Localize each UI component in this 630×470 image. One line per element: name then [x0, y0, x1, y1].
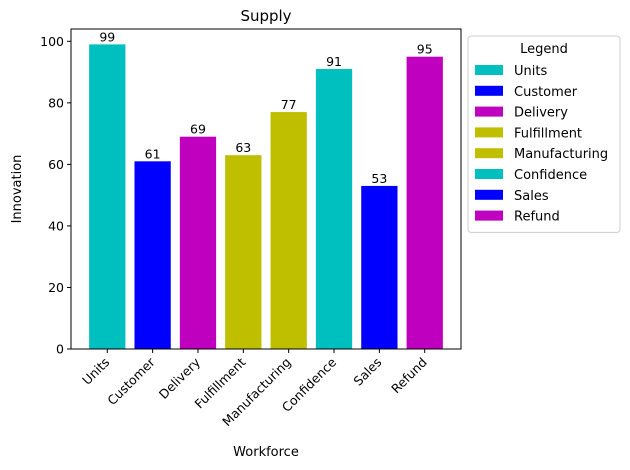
x-tick-label: Customer	[104, 354, 158, 408]
y-tick-label: 0	[56, 342, 64, 357]
legend-swatch	[475, 65, 503, 75]
legend-box	[467, 35, 621, 233]
legend: Legend Units Customer Delivery Fulfillment M…	[467, 35, 621, 233]
legend-item: Confidence	[475, 168, 587, 183]
legend-swatch	[475, 106, 503, 117]
x-tick-label: Refund	[388, 355, 430, 397]
legend-item: Units	[475, 64, 547, 79]
legend-label: Fulfillment	[514, 126, 582, 141]
y-axis-label: Innovation	[10, 155, 25, 224]
bar	[134, 161, 171, 349]
legend-label: Sales	[514, 189, 549, 204]
y-tick-label: 60	[48, 157, 64, 172]
bar-value-label: 95	[417, 42, 433, 57]
x-axis-label: Workforce	[233, 445, 299, 460]
legend-label: Delivery	[514, 106, 568, 121]
y-tick-label: 100	[40, 34, 64, 49]
legend-item: Fulfillment	[475, 126, 582, 141]
bar	[361, 185, 398, 349]
legend-title: Legend	[520, 42, 568, 57]
legend-label: Customer	[514, 85, 578, 100]
bar	[179, 136, 217, 349]
legend-item: Refund	[475, 210, 560, 225]
bar-value-label: 99	[99, 29, 115, 44]
bar	[225, 155, 262, 349]
legend-label: Confidence	[514, 168, 587, 183]
legend-item: Customer	[475, 85, 578, 100]
bar-value-label: 53	[371, 171, 387, 186]
y-tick-label: 20	[48, 280, 64, 295]
y-tick-label: 80	[48, 95, 64, 110]
chart-title: Supply	[240, 7, 291, 25]
legend-item: Sales	[475, 189, 549, 204]
bar-value-label: 69	[190, 122, 206, 137]
y-axis-ticks: 0 20 40 60 80 100	[40, 34, 71, 357]
legend-item: Manufacturing	[475, 147, 608, 162]
bar	[406, 56, 443, 349]
axes-layer	[70, 28, 462, 350]
bar	[315, 69, 353, 349]
legend-swatch	[475, 169, 503, 179]
bar	[89, 44, 126, 350]
x-axis-ticks: UnitsCustomerDeliveryFulfillmentManufact…	[79, 349, 430, 429]
legend-swatch	[475, 210, 503, 221]
legend-swatch	[475, 148, 503, 159]
value-labels-layer: 99 61 69 63 77 91 53 95	[99, 29, 432, 186]
plot-frame	[70, 28, 462, 350]
legend-swatch	[475, 189, 503, 200]
bars-layer	[89, 44, 443, 350]
legend-label: Manufacturing	[514, 147, 608, 162]
legend-items: Units Customer Delivery Fulfillment Manufact…	[475, 64, 608, 225]
legend-item: Delivery	[475, 106, 568, 121]
legend-swatch	[475, 127, 503, 138]
x-tick-label: Sales	[350, 355, 384, 389]
legend-label: Units	[514, 64, 547, 79]
bar-value-label: 91	[326, 54, 342, 69]
bar	[270, 112, 307, 349]
x-tick-label: Units	[79, 355, 112, 388]
bar-value-label: 77	[281, 97, 297, 112]
legend-swatch	[475, 85, 503, 96]
bar-value-label: 63	[235, 140, 251, 155]
legend-label: Refund	[514, 210, 560, 225]
y-tick-label: 40	[48, 218, 64, 233]
bar-value-label: 61	[145, 146, 161, 161]
